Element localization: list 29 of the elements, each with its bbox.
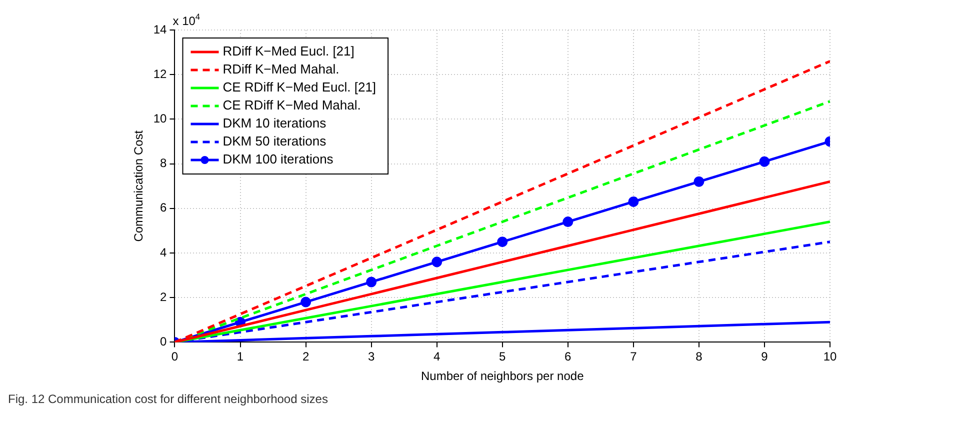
x-tick-label: 4 bbox=[434, 350, 441, 364]
y-tick-label: 12 bbox=[153, 66, 168, 81]
x-tick-label: 7 bbox=[630, 350, 638, 364]
x-tick-label: 6 bbox=[564, 350, 572, 364]
legend-label: CE RDiff K−Med Eucl. [21] bbox=[222, 80, 376, 95]
legend-label: RDiff K−Med Mahal. bbox=[222, 62, 340, 77]
y-tick-label: 0 bbox=[160, 334, 168, 349]
x-axis-title: Number of neighbors per node bbox=[420, 369, 584, 384]
legend-label: RDiff K−Med Eucl. [21] bbox=[222, 44, 354, 59]
x-tick-label: 9 bbox=[761, 350, 768, 364]
x-tick-label: 5 bbox=[499, 350, 506, 364]
y-tick-label: 8 bbox=[160, 156, 168, 170]
x-tick-label: 10 bbox=[823, 350, 837, 364]
x-tick-label: 1 bbox=[236, 350, 244, 364]
y-tick-label: 2 bbox=[160, 290, 168, 304]
x-tick-label: 2 bbox=[302, 350, 310, 364]
x-tick-label: 0 bbox=[171, 350, 178, 364]
caption: Fig. 12 Communication cost for different neighborhood sizes bbox=[8, 392, 329, 406]
legend-label: DKM 50 iterations bbox=[222, 134, 327, 149]
y-axis-title: Communication Cost bbox=[132, 130, 146, 242]
y-tick-label: 10 bbox=[153, 112, 168, 126]
x-tick-label: 3 bbox=[368, 350, 375, 364]
y-tick-label: 6 bbox=[160, 200, 168, 215]
y-tick-label: 4 bbox=[160, 245, 168, 260]
legend-label: DKM 100 iterations bbox=[222, 152, 334, 167]
legend-label: CE RDiff K−Med Mahal. bbox=[222, 98, 361, 113]
legend-label: DKM 10 iterations bbox=[222, 116, 327, 131]
x-tick-label: 8 bbox=[696, 350, 703, 364]
y-tick-label: 14 bbox=[153, 22, 168, 36]
